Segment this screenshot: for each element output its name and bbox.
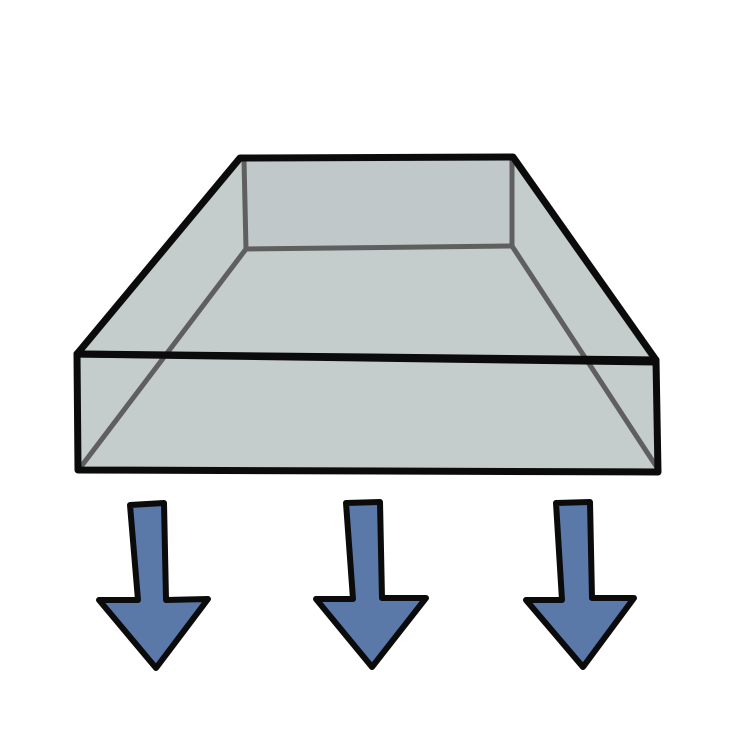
arrow-down-icon	[523, 499, 637, 670]
arrow-down-icon	[313, 499, 429, 670]
box-outline	[73, 153, 662, 476]
arrow-down-icon	[96, 500, 211, 671]
box-icon	[73, 153, 662, 476]
box-back-wall	[243, 160, 512, 248]
